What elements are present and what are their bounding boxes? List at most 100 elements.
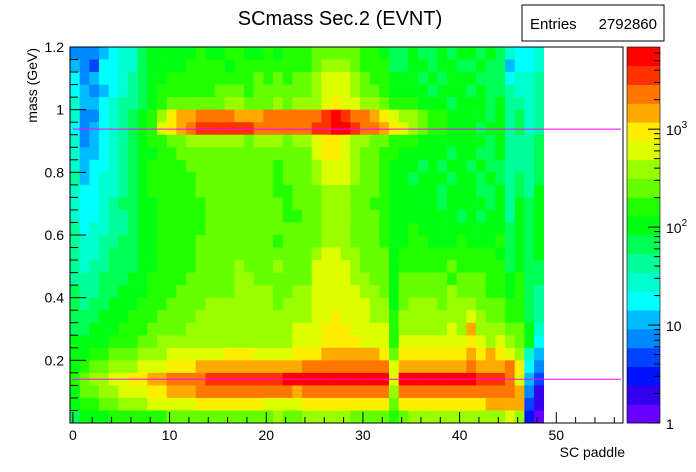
heatmap-cell	[514, 97, 525, 110]
heatmap-cell	[118, 109, 129, 123]
heatmap-cell	[176, 147, 187, 161]
heatmap-cell	[485, 360, 496, 374]
heatmap-cell	[273, 197, 283, 211]
heatmap-cell	[437, 197, 448, 211]
heatmap-cell	[147, 159, 158, 173]
heatmap-cell	[408, 72, 419, 85]
heatmap-cell	[466, 235, 477, 248]
palette-swatch	[627, 84, 660, 104]
heatmap-cell	[398, 84, 409, 98]
heatmap-cell	[360, 297, 371, 311]
heatmap-cell	[70, 72, 80, 85]
heatmap-cell	[108, 59, 119, 73]
heatmap-cell	[244, 184, 254, 198]
heatmap-cell	[186, 260, 196, 273]
heatmap-cell	[456, 347, 467, 361]
heatmap-cell	[311, 285, 322, 298]
heatmap-cell	[137, 272, 148, 286]
heatmap-cell	[244, 410, 254, 424]
heatmap-cell	[108, 385, 119, 399]
heatmap-cell	[321, 385, 332, 399]
heatmap-cell	[282, 47, 293, 60]
heatmap-cell	[495, 385, 506, 399]
heatmap-cell	[137, 209, 148, 223]
heatmap-cell	[379, 97, 390, 110]
heatmap-cell	[505, 335, 516, 349]
heatmap-cell	[215, 385, 225, 399]
heatmap-cell	[282, 134, 293, 148]
heatmap-cell	[79, 347, 90, 361]
palette-swatch	[627, 291, 660, 311]
heatmap-cell	[244, 159, 254, 173]
heatmap-cell	[99, 134, 109, 148]
heatmap-cell	[311, 335, 322, 349]
heatmap-cell	[369, 272, 380, 286]
heatmap-cell	[118, 209, 129, 223]
heatmap-cell	[118, 410, 129, 424]
heatmap-cell	[234, 272, 245, 286]
heatmap-cell	[369, 59, 380, 73]
heatmap-cell	[437, 59, 448, 73]
heatmap-cell	[437, 285, 448, 298]
heatmap-cell	[379, 272, 390, 286]
heatmap-cell	[273, 235, 283, 248]
heatmap-cell	[447, 84, 458, 98]
heatmap-cell	[292, 385, 303, 399]
heatmap-cell	[166, 47, 177, 60]
heatmap-cell	[166, 197, 177, 211]
heatmap-cell	[427, 109, 438, 123]
heatmap-cell	[398, 159, 409, 173]
heatmap-cell	[340, 272, 351, 286]
heatmap-cell	[427, 297, 438, 311]
heatmap-cell	[186, 297, 196, 311]
heatmap-cell	[70, 235, 80, 248]
heatmap-cell	[195, 397, 206, 411]
palette-swatch	[627, 272, 660, 292]
heatmap-cell	[340, 397, 351, 411]
heatmap-cell	[331, 397, 341, 411]
heatmap-cell	[311, 347, 322, 361]
heatmap-cell	[505, 59, 516, 73]
heatmap-cell	[157, 297, 167, 311]
heatmap-cell	[282, 297, 293, 311]
heatmap-cell	[166, 247, 177, 261]
heatmap-cell	[195, 335, 206, 349]
heatmap-cell	[224, 159, 235, 173]
heatmap-cell	[331, 109, 341, 123]
heatmap-cell	[234, 172, 245, 186]
heatmap-cell	[534, 247, 545, 261]
heatmap-cell	[360, 222, 371, 236]
heatmap-cell	[99, 360, 109, 374]
heatmap-cell	[534, 347, 545, 361]
heatmap-cell	[118, 147, 129, 161]
heatmap-cell	[273, 272, 283, 286]
y-axis-title: mass (GeV)	[24, 48, 40, 123]
heatmap-cell	[166, 97, 177, 110]
heatmap-cell	[476, 147, 487, 161]
heatmap-cell	[534, 285, 545, 298]
heatmap-cell	[118, 197, 129, 211]
heatmap-cell	[369, 285, 380, 298]
heatmap-cell	[379, 147, 390, 161]
heatmap-cell	[263, 47, 274, 60]
heatmap-cell	[99, 285, 109, 298]
heatmap-cell	[418, 197, 429, 211]
heatmap-cell	[118, 159, 129, 173]
heatmap-cell	[524, 147, 535, 161]
heatmap-cell	[176, 360, 187, 374]
heatmap-cell	[456, 335, 467, 349]
heatmap-cell	[108, 197, 119, 211]
heatmap-cell	[215, 84, 225, 98]
heatmap-cell	[128, 410, 138, 424]
heatmap-cell	[379, 172, 390, 186]
heatmap-cell	[282, 335, 293, 349]
heatmap-cell	[205, 260, 216, 273]
heatmap-cell	[524, 347, 535, 361]
heatmap-cell	[389, 222, 400, 236]
heatmap-cell	[331, 285, 341, 298]
heatmap-cell	[456, 397, 467, 411]
heatmap-cell	[176, 260, 187, 273]
heatmap-cell	[321, 410, 332, 424]
heatmap-cell	[495, 84, 506, 98]
